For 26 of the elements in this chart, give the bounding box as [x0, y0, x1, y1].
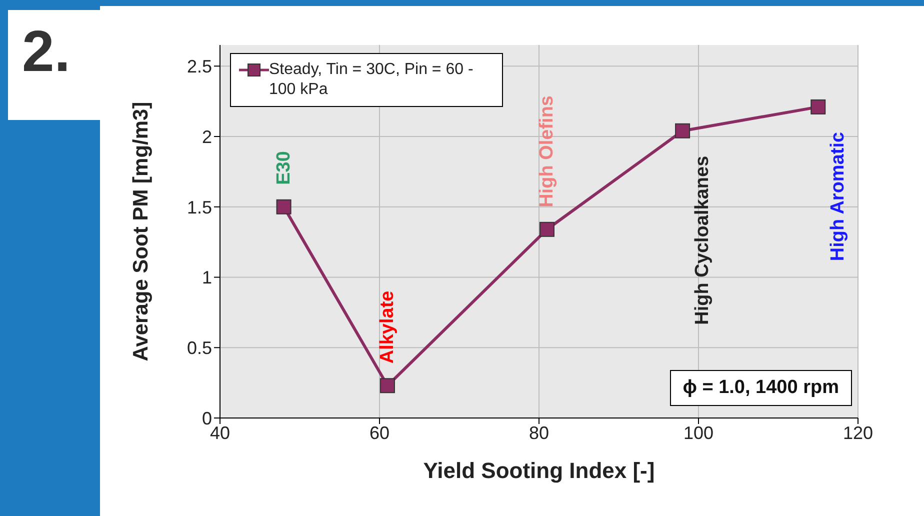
x-tick-label: 120: [842, 422, 874, 443]
y-tick-label: 2: [202, 126, 212, 147]
annotation: Alkylate: [376, 290, 398, 364]
y-tick-label: 2.5: [186, 56, 212, 77]
annotation: High Cycloalkanes: [692, 156, 714, 325]
x-tick-label: 60: [369, 422, 390, 443]
point: [276, 199, 292, 214]
legend-label: Steady, Tin = 30C, Pin = 60 - 100 kPa: [269, 60, 474, 100]
x-axis-title: Yield Sooting Index [-]: [423, 458, 655, 483]
y-tick-label: 1.5: [186, 197, 212, 218]
point: [380, 378, 395, 394]
x-tick-label: 100: [683, 422, 714, 443]
x-tick-label: 80: [528, 422, 550, 443]
annotation: High Aromatic: [828, 132, 849, 262]
y-tick-label: 0: [202, 408, 212, 428]
annotation: ϕ = 1.0, 1400 rpm: [670, 370, 852, 406]
y-axis-title: Average Soot PM [mg/m3]: [129, 102, 152, 362]
annotation: E30: [273, 151, 294, 185]
point: [675, 123, 690, 138]
y-tick-label: 1: [202, 268, 212, 288]
y-tick-label: 0.5: [186, 338, 212, 358]
point: [539, 222, 554, 237]
point: [810, 99, 826, 114]
annotation: High Olefins: [536, 95, 558, 208]
text: 2.: [22, 18, 70, 85]
x-tick-label: 40: [210, 422, 230, 443]
